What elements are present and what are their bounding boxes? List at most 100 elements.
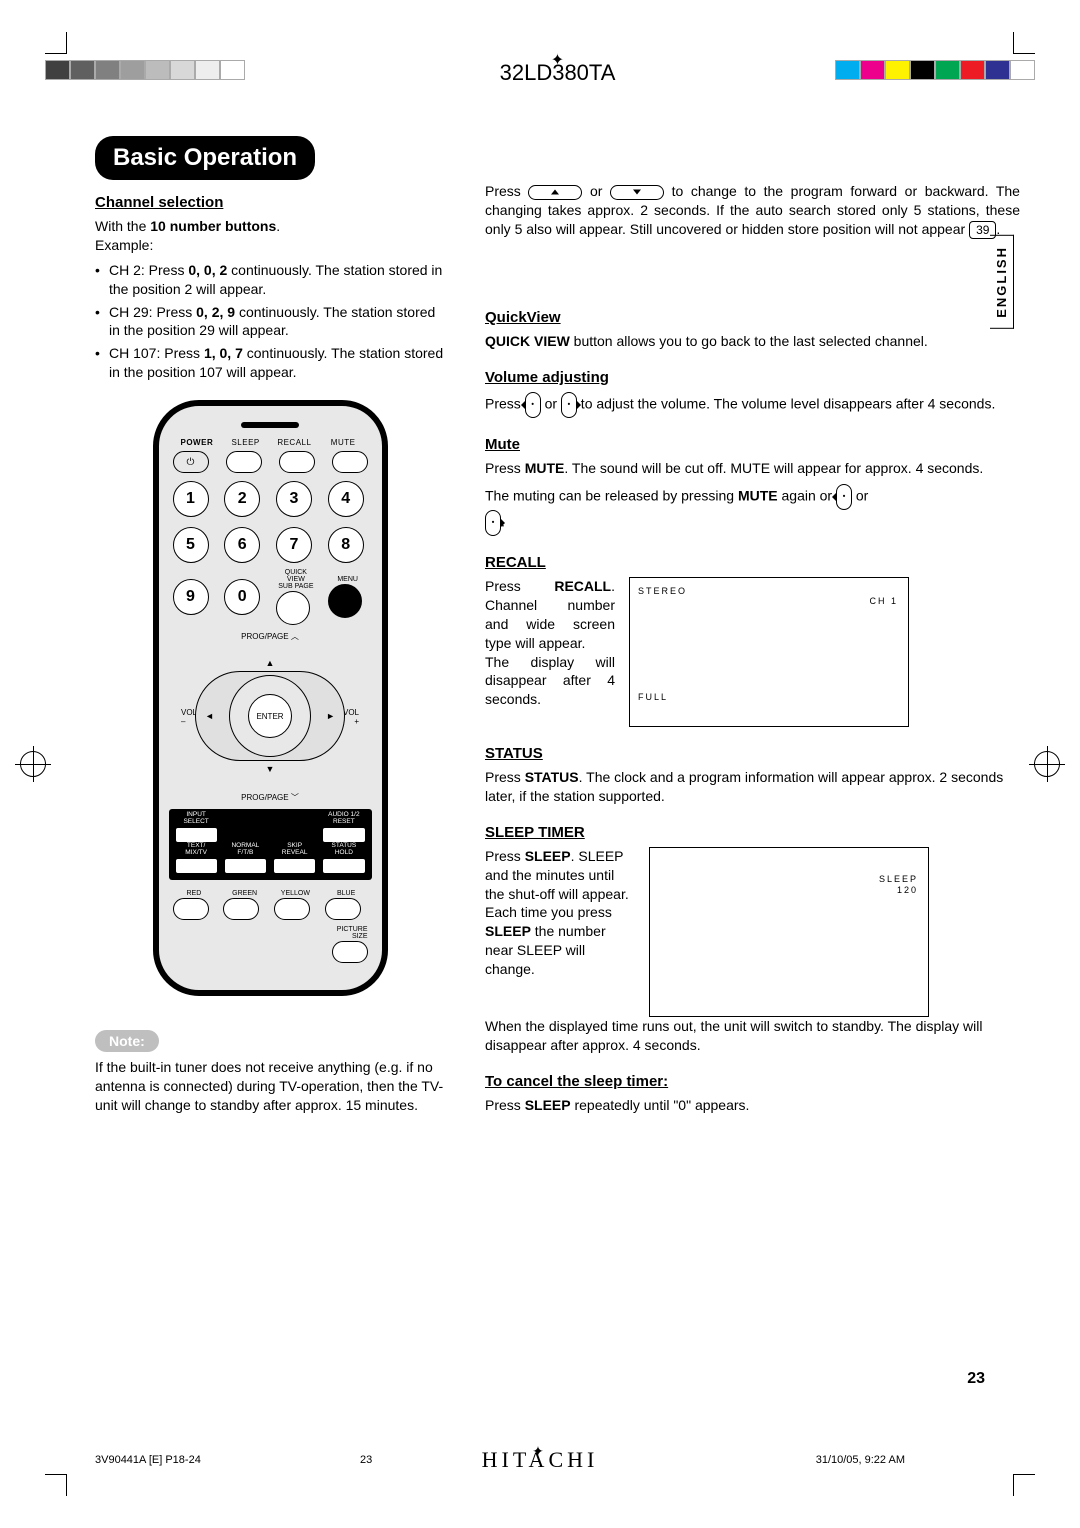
yellow-label: YELLOW [274, 890, 317, 897]
remote-color-buttons: RED GREEN YELLOW BLUE [173, 890, 368, 920]
cancel-sleep-text: Press SLEEP repeatedly until "0" appears… [485, 1096, 1020, 1115]
remote-top-label: MUTE [319, 438, 368, 447]
quickview-text: QUICK VIEW button allows you to go back … [485, 332, 1020, 351]
language-tab: ENGLISH [990, 235, 1014, 329]
crop-mark-br [1013, 1474, 1035, 1496]
red-button-icon [173, 898, 209, 920]
up-arrow-icon: ▲ [266, 658, 275, 668]
registration-target-left [20, 751, 46, 777]
remote-dpad: VOL – VOL + ENTER ▲ ▼ ◄ ► [185, 646, 355, 786]
crop-mark-tl [45, 32, 67, 54]
menu-button-icon [328, 584, 362, 618]
blue-label: BLUE [325, 890, 368, 897]
prog-down-button-icon [610, 185, 664, 200]
sleep-text: Press SLEEP. SLEEP and the minutes until… [485, 847, 635, 979]
left-arrow-icon: ◄ [205, 711, 214, 721]
remote-number-3: 3 [276, 481, 312, 517]
prog-change-text: Press or to change to the program forwar… [485, 182, 1020, 239]
note-text: If the built-in tuner does not receive a… [95, 1058, 445, 1115]
remote-function-row-a: INPUT SELECTAUDIO 1/2 RESET TEXT/ MIX/TV… [169, 809, 372, 880]
section-heading: Basic Operation [95, 136, 315, 180]
enter-button-icon: ENTER [248, 694, 292, 738]
mute-button-icon [332, 451, 368, 473]
remote-number-9: 9 [173, 579, 209, 615]
registration-target-right [1034, 751, 1060, 777]
recall-osd-preview: STEREO CH 1 FULL [629, 577, 909, 727]
volume-text: Press or to adjust the volume. The volum… [485, 392, 1020, 418]
down-arrow-icon: ▼ [266, 764, 275, 774]
quickview-button-icon [276, 591, 310, 625]
cancel-sleep-title: To cancel the sleep timer: [485, 1073, 1020, 1090]
channel-bullet: CH 2: Press 0, 0, 2 continuously. The st… [95, 261, 445, 299]
mute-text1: Press MUTE. The sound will be cut off. M… [485, 459, 1020, 478]
crop-mark-tr [1013, 32, 1035, 54]
remote-control-illustration: POWERSLEEPRECALLMUTE ⏻ 1234 5678 9 0 QUIC… [153, 400, 388, 996]
channel-selection-intro: With the 10 number buttons. Example: [95, 217, 445, 255]
remote-number-4: 4 [328, 481, 364, 517]
vol-down-button-icon [525, 392, 541, 418]
prog-up-button-icon [528, 185, 582, 200]
recall-osd-channel: CH 1 [869, 596, 898, 606]
recall-title: RECALL [485, 554, 1020, 571]
recall-button-icon [279, 451, 315, 473]
mute-text2: The muting can be released by pressing M… [485, 484, 1020, 536]
remote-top-label: POWER [173, 438, 222, 447]
status-text: Press STATUS. The clock and a program in… [485, 768, 1020, 806]
center-cross-top-icon: ✦ [551, 50, 564, 70]
recall-osd-stereo: STEREO [638, 586, 687, 596]
sleep-osd-preview: SLEEP120 [649, 847, 929, 1017]
red-label: RED [173, 890, 216, 897]
remote-ir-window [241, 422, 299, 428]
quickview-title: QuickView [485, 309, 1020, 326]
vol-up-button-icon-2 [485, 510, 501, 536]
footer-page: 23 [360, 1454, 372, 1466]
remote-number-8: 8 [328, 527, 364, 563]
remote-number-grid: 1234 5678 [173, 481, 368, 563]
remote-top-label: SLEEP [221, 438, 270, 447]
note-label: Note: [95, 1030, 159, 1052]
page-number: 23 [967, 1370, 985, 1388]
picture-size-btn: PICTURE SIZE [173, 926, 368, 966]
blue-button-icon [325, 898, 361, 920]
remote-top-label: RECALL [270, 438, 319, 447]
remote-number-6: 6 [224, 527, 260, 563]
sleep-after-text: When the displayed time runs out, the un… [485, 1017, 1020, 1055]
green-button-icon [223, 898, 259, 920]
remote-row-9-0: 9 0 QUICK VIEW SUB PAGE MENU [173, 569, 368, 625]
remote-number-5: 5 [173, 527, 209, 563]
mute-title: Mute [485, 436, 1020, 453]
footer-document-id: 3V90441A [E] P18-24 [95, 1454, 201, 1466]
picture-size-button-icon [332, 941, 368, 963]
recall-osd-full: FULL [638, 692, 668, 702]
power-button-icon: ⏻ [173, 451, 209, 473]
crop-mark-bl [45, 1474, 67, 1496]
sleep-title: SLEEP TIMER [485, 824, 1020, 841]
center-cross-bottom-icon: ✦ [532, 1444, 548, 1461]
quickview-label: QUICK VIEW SUB PAGE [276, 569, 316, 590]
vol-up-button-icon [561, 392, 577, 418]
status-title: STATUS [485, 745, 1020, 762]
footer-datetime: 31/10/05, 9:22 AM [816, 1454, 905, 1466]
vol-down-button-icon-2 [836, 484, 852, 510]
sleep-osd-value: SLEEP120 [879, 874, 918, 897]
menu-label: MENU [328, 576, 368, 583]
footer-brand: HITACHI ✦ [482, 1447, 599, 1473]
remote-number-1: 1 [173, 481, 209, 517]
remote-number-7: 7 [276, 527, 312, 563]
sleep-button-icon [226, 451, 262, 473]
volume-title: Volume adjusting [485, 369, 1020, 386]
prog-page-up-label: PROG/PAGE ︿ [173, 631, 368, 642]
recall-text: Press RECALL. Channel number and wide sc… [485, 577, 615, 709]
document-model-header: ✦ 32LD380TA [95, 60, 1020, 86]
prog-page-down-label: PROG/PAGE ﹀ [173, 792, 368, 803]
vol-plus-label: VOL + [343, 708, 359, 726]
remote-top-buttons: ⏻ [173, 451, 368, 473]
remote-number-2: 2 [224, 481, 260, 517]
channel-selection-bullets: CH 2: Press 0, 0, 2 continuously. The st… [95, 261, 445, 382]
channel-bullet: CH 29: Press 0, 2, 9 continuously. The s… [95, 303, 445, 341]
green-label: GREEN [223, 890, 266, 897]
remote-number-0: 0 [224, 579, 260, 615]
channel-bullet: CH 107: Press 1, 0, 7 continuously. The … [95, 344, 445, 382]
yellow-button-icon [274, 898, 310, 920]
channel-selection-title: Channel selection [95, 194, 445, 211]
